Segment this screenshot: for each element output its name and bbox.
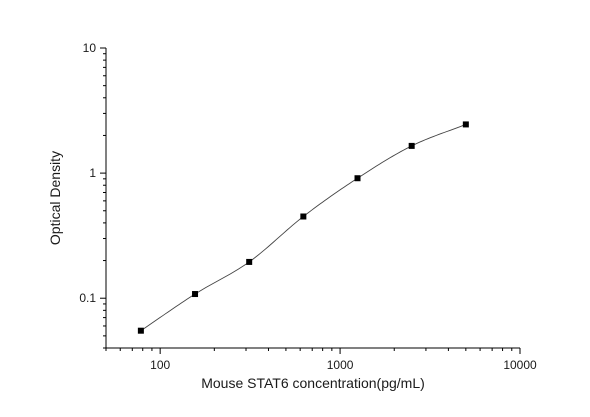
data-point [300,213,307,220]
data-points [137,121,469,334]
y-axis-label: Optical Density [47,151,63,245]
y-axis-ticks: 0.1 1 10 [79,41,106,349]
y-tick-label: 1 [89,166,96,180]
x-tick-label: 1000 [327,358,354,372]
axes [105,48,520,349]
data-point [192,291,199,298]
y-tick-label: 0.1 [79,291,96,305]
x-axis-ticks: 100 1000 10000 [105,348,537,372]
data-point [462,121,469,128]
fitted-curve [140,124,467,332]
data-point [137,327,144,334]
x-axis-label: Mouse STAT6 concentration(pg/mL) [201,375,425,391]
data-point [408,142,415,149]
x-tick-label: 10000 [503,358,537,372]
x-tick-label: 100 [150,358,170,372]
data-point [354,175,361,182]
y-tick-label: 10 [83,41,97,55]
data-point [246,258,253,265]
